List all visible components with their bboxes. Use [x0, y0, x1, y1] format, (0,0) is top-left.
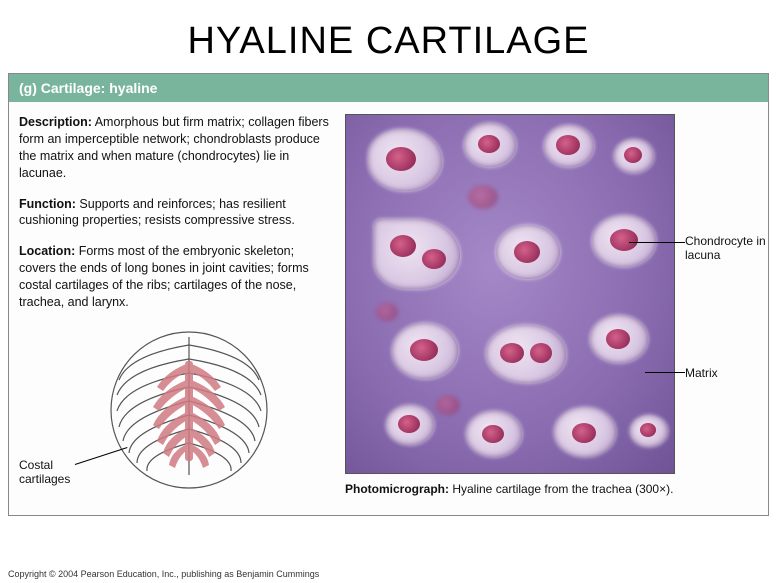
description-block: Description: Amorphous but firm matrix; …	[19, 114, 329, 182]
figure-panel: (g) Cartilage: hyaline Description: Amor…	[8, 73, 769, 516]
chondrocyte-nucleus	[390, 235, 416, 257]
matrix-speck	[468, 185, 498, 209]
chondrocyte-nucleus	[572, 423, 596, 443]
panel-header: (g) Cartilage: hyaline	[9, 74, 768, 102]
lacuna-cell	[590, 315, 648, 363]
copyright-text: Copyright © 2004 Pearson Education, Inc.…	[8, 569, 319, 579]
function-block: Function: Supports and reinforces; has r…	[19, 196, 329, 230]
chondrocyte-nucleus	[530, 343, 552, 363]
location-block: Location: Forms most of the embryonic sk…	[19, 243, 329, 311]
chondrocyte-nucleus	[422, 249, 446, 269]
ribcage-svg	[89, 325, 289, 500]
matrix-speck	[436, 395, 460, 415]
photomicrograph	[345, 114, 675, 474]
chondrocyte-nucleus	[606, 329, 630, 349]
chondrocyte-nucleus	[556, 135, 580, 155]
location-label: Location:	[19, 244, 75, 258]
chondrocyte-nucleus	[478, 135, 500, 153]
leader-line-chondrocyte	[629, 242, 685, 243]
right-column: Chondrocyte in lacuna Matrix Photomicrog…	[345, 114, 758, 505]
chondrocyte-nucleus	[398, 415, 420, 433]
page-title: HYALINE CARTILAGE	[0, 0, 777, 73]
matrix-speck	[376, 303, 398, 321]
left-column: Description: Amorphous but firm matrix; …	[19, 114, 329, 505]
function-label: Function:	[19, 197, 76, 211]
lacuna-cell	[554, 407, 616, 457]
lacuna-cell	[464, 123, 516, 167]
leader-line-matrix	[645, 372, 685, 373]
caption-text: Hyaline cartilage from the trachea (300×…	[449, 482, 673, 496]
lacuna-cell	[486, 325, 566, 383]
chondrocyte-nucleus	[500, 343, 524, 363]
annot-matrix: Matrix	[685, 366, 755, 380]
lacuna-cell	[392, 323, 458, 379]
chondrocyte-nucleus	[640, 423, 656, 437]
lacuna-cell	[592, 215, 656, 267]
chondrocyte-nucleus	[386, 147, 416, 171]
lacuna-cell	[466, 411, 522, 457]
ribcage-diagram: Costal cartilages	[19, 325, 329, 505]
chondrocyte-nucleus	[482, 425, 504, 443]
chondrocyte-nucleus	[410, 339, 438, 361]
lacuna-cell	[374, 219, 460, 289]
lacuna-cell	[386, 405, 434, 445]
caption-label: Photomicrograph:	[345, 482, 449, 496]
panel-body: Description: Amorphous but firm matrix; …	[9, 102, 768, 515]
lacuna-cell	[544, 125, 594, 167]
chondrocyte-nucleus	[624, 147, 642, 163]
chondrocyte-nucleus	[610, 229, 638, 251]
lacuna-cell	[368, 129, 442, 191]
lacuna-cell	[630, 415, 668, 447]
annot-chondrocyte: Chondrocyte in lacuna	[685, 234, 775, 263]
description-label: Description:	[19, 115, 92, 129]
chondrocyte-nucleus	[514, 241, 540, 263]
lacuna-cell	[614, 139, 654, 173]
costal-cartilages-label: Costal cartilages	[19, 458, 84, 487]
micrograph-caption: Photomicrograph: Hyaline cartilage from …	[345, 482, 758, 496]
lacuna-cell	[496, 225, 560, 279]
